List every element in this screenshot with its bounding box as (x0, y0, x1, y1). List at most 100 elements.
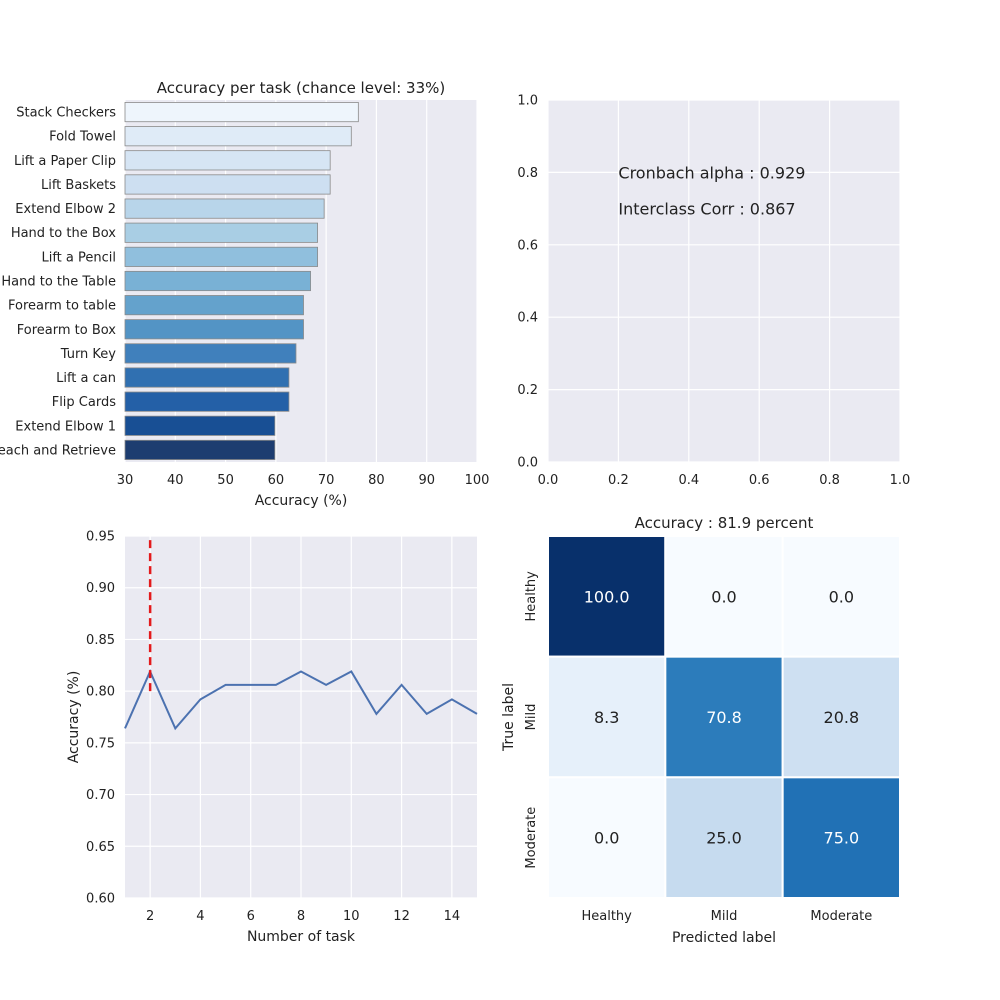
matrix-true-label: Healthy (524, 571, 539, 622)
reliability-ytick-label: 0.8 (517, 166, 538, 181)
line-ytick-label: 0.80 (86, 685, 115, 700)
confusion-matrix-panel: 100.0 0.0 0.0 8.3 70.8 20.8 0.0 25.0 75.0 Health… (501, 514, 902, 946)
matrix-cell (547, 776, 667, 899)
reliability-ytick-label: 0.0 (517, 456, 538, 471)
matrix-predicted-label: Healthy (581, 909, 632, 924)
bar-category-label: Stack Checkers (16, 106, 116, 121)
reliability-ytick-label: 0.6 (517, 238, 538, 253)
bar (124, 270, 311, 292)
bar (124, 102, 359, 123)
bar-xtick-label: 100 (465, 473, 490, 488)
confusion-matrix-ylabel: True label (501, 683, 517, 752)
bar (124, 222, 318, 243)
matrix-cell-value: 0.0 (594, 829, 619, 848)
reliability-ytick-label: 0.4 (517, 311, 538, 326)
reliability-xtick-label: 0.6 (749, 473, 770, 488)
bar-xtick-label: 50 (217, 473, 234, 488)
matrix-cell (547, 535, 667, 658)
matrix-cell (664, 655, 784, 779)
interclass-corr-annotation: Interclass Corr : 0.867 (618, 200, 795, 219)
matrix-cell-value: 20.8 (824, 708, 860, 727)
line-xtick-label: 10 (343, 909, 360, 924)
reliability-panel: 0.0 0.2 0.4 0.6 0.8 1.0 0.0 0.2 0.4 0.6 0.8 1.0 Cro… (517, 94, 910, 489)
matrix-cell (781, 655, 902, 779)
matrix-cell (781, 535, 902, 658)
matrix-cell (781, 776, 902, 899)
line-ytick-label: 0.85 (86, 633, 115, 648)
bar-chart-title: Accuracy per task (chance level: 33%) (157, 79, 446, 97)
bar-xtick-label: 60 (268, 473, 285, 488)
bar (124, 174, 331, 195)
bar-xtick-label: 90 (418, 473, 435, 488)
bar-category-label: Hand to the Box (11, 226, 116, 241)
line-chart-panel: 2 4 6 8 10 12 14 0.60 0.65 0.70 0.75 0.80 0.85 0.90 0.… (66, 530, 478, 945)
matrix-cell-value: 25.0 (706, 829, 742, 848)
confusion-matrix-title: Accuracy : 81.9 percent (635, 514, 814, 532)
bar (124, 415, 276, 436)
line-chart-xlabel: Number of task (247, 929, 356, 945)
bar (124, 126, 352, 147)
matrix-cell (664, 776, 784, 899)
matrix-predicted-label: Mild (711, 909, 738, 924)
line-chart-ylabel: Accuracy (%) (66, 671, 82, 764)
bar-xtick-label: 70 (318, 473, 335, 488)
matrix-predicted-label: Moderate (810, 909, 872, 924)
bar (124, 150, 331, 171)
bar (124, 319, 304, 340)
line-xtick-label: 14 (444, 909, 461, 924)
reliability-ytick-label: 0.2 (517, 383, 538, 398)
line-xtick-label: 2 (146, 909, 154, 924)
bar (124, 295, 304, 316)
matrix-cell-value: 0.0 (711, 587, 736, 606)
line-ytick-label: 0.95 (86, 530, 115, 545)
bar-category-label: Reach and Retrieve (0, 443, 116, 458)
confusion-matrix-xlabel: Predicted label (672, 930, 776, 946)
bar (124, 367, 290, 388)
reliability-xtick-label: 1.0 (890, 473, 911, 488)
bar (124, 246, 318, 267)
line-ytick-label: 0.90 (86, 581, 115, 596)
bar-category-label: Forearm to Box (17, 323, 117, 338)
line-ytick-label: 0.65 (86, 840, 115, 855)
matrix-true-label: Mild (524, 704, 539, 731)
bar-category-label: Extend Elbow 1 (15, 419, 116, 434)
bar-category-label: Turn Key (60, 347, 117, 362)
accuracy-series-line (124, 669, 478, 731)
bar-category-label: Lift a Paper Clip (14, 154, 116, 169)
bar (124, 391, 290, 412)
line-xtick-label: 4 (196, 909, 204, 924)
bar-category-label: Hand to the Table (1, 275, 116, 290)
bar-category-label: Lift a Pencil (41, 250, 116, 265)
line-ytick-label: 0.75 (86, 736, 115, 751)
bar-category-label: Extend Elbow 2 (15, 202, 116, 217)
line-ytick-label: 0.60 (86, 892, 115, 907)
matrix-true-label: Moderate (524, 807, 539, 869)
bar (124, 198, 325, 219)
matrix-cell-value: 70.8 (706, 708, 742, 727)
bar-chart-xlabel: Accuracy (%) (255, 493, 348, 509)
cronbach-alpha-annotation: Cronbach alpha : 0.929 (618, 163, 805, 182)
bar-category-label: Lift a can (56, 371, 116, 386)
matrix-cell-value: 8.3 (594, 708, 619, 727)
reliability-xtick-label: 0.4 (678, 473, 699, 488)
bar-chart-panel: Stack Checkers Fold Towel Lift a Paper Cli… (0, 79, 489, 509)
line-xtick-label: 12 (393, 909, 410, 924)
bar-category-label: Forearm to table (8, 299, 116, 314)
matrix-cell-value: 0.0 (829, 587, 854, 606)
bar-category-label: Lift Baskets (41, 178, 116, 193)
reliability-plot-area (548, 100, 900, 462)
bar (124, 439, 276, 460)
line-xtick-label: 8 (297, 909, 305, 924)
reliability-xtick-label: 0.0 (538, 473, 559, 488)
matrix-cell (547, 655, 667, 779)
reliability-xtick-label: 0.8 (819, 473, 840, 488)
matrix-cell-value: 75.0 (824, 829, 860, 848)
bar-xtick-label: 80 (368, 473, 385, 488)
reliability-xtick-label: 0.2 (608, 473, 629, 488)
line-xtick-label: 6 (247, 909, 255, 924)
bar-xtick-label: 40 (167, 473, 184, 488)
bar-category-label: Flip Cards (52, 395, 116, 410)
reliability-ytick-label: 1.0 (517, 94, 538, 109)
bar-category-label: Fold Towel (49, 130, 116, 145)
